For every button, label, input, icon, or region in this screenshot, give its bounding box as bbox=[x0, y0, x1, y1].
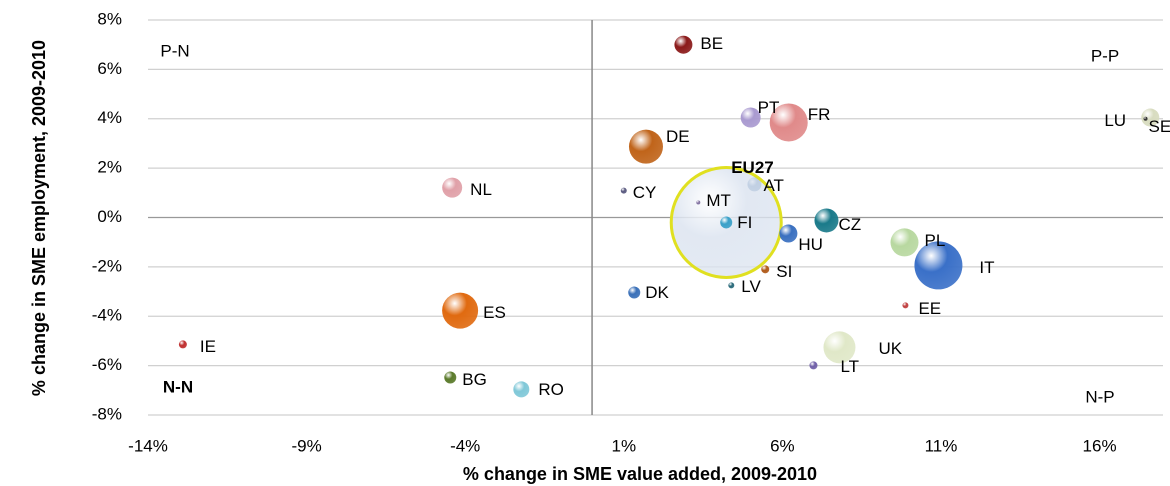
bubble bbox=[779, 224, 798, 243]
data-label: LT bbox=[840, 357, 859, 376]
data-label: CY bbox=[633, 183, 657, 202]
y-tick-label: 2% bbox=[97, 158, 122, 177]
data-label: EE bbox=[918, 299, 941, 318]
data-label: HU bbox=[798, 235, 823, 254]
x-tick-label: -9% bbox=[291, 436, 321, 455]
bubble bbox=[740, 107, 761, 128]
data-label: IT bbox=[979, 258, 994, 277]
x-tick-label: 16% bbox=[1083, 436, 1117, 455]
data-label: BG bbox=[462, 370, 487, 389]
data-label: PT bbox=[758, 98, 780, 117]
data-label: SE bbox=[1149, 117, 1170, 136]
bubble bbox=[178, 340, 187, 349]
x-tick-label: 1% bbox=[611, 436, 636, 455]
bubble bbox=[728, 282, 735, 289]
data-label: FI bbox=[737, 213, 752, 232]
data-label: UK bbox=[878, 339, 902, 358]
data-label: LV bbox=[741, 277, 761, 296]
data-label: DK bbox=[645, 283, 669, 302]
bubble bbox=[1143, 116, 1148, 121]
data-label: ES bbox=[483, 303, 506, 322]
data-label: NL bbox=[470, 180, 492, 199]
bubble bbox=[444, 371, 457, 384]
quadrant-label: N-N bbox=[163, 377, 193, 396]
bubble bbox=[442, 292, 479, 329]
x-tick-label: -4% bbox=[450, 436, 480, 455]
bubble bbox=[696, 200, 701, 205]
bubble bbox=[442, 177, 463, 198]
data-label: RO bbox=[538, 380, 564, 399]
quadrant-label: P-P bbox=[1091, 46, 1119, 65]
quadrant-label: N-P bbox=[1085, 387, 1114, 406]
bubble bbox=[1141, 108, 1160, 127]
bubble bbox=[814, 208, 839, 233]
bubble bbox=[720, 216, 733, 229]
quadrant-label: P-N bbox=[160, 41, 189, 60]
data-label: FR bbox=[808, 105, 831, 124]
data-label: PL bbox=[924, 231, 945, 250]
data-label: DE bbox=[666, 127, 690, 146]
y-tick-label: -2% bbox=[92, 256, 122, 275]
x-axis-label: % change in SME value added, 2009-2010 bbox=[463, 464, 817, 484]
data-label: LU bbox=[1104, 111, 1126, 130]
y-axis-label: % change in SME employment, 2009-2010 bbox=[29, 40, 49, 396]
data-label: AT bbox=[763, 176, 783, 195]
y-tick-label: -4% bbox=[92, 306, 122, 325]
bubble bbox=[902, 302, 909, 309]
bubble bbox=[890, 228, 919, 257]
x-tick-label: 6% bbox=[770, 436, 795, 455]
data-label: IE bbox=[200, 337, 216, 356]
x-tick-label: 11% bbox=[925, 436, 958, 455]
data-label: CZ bbox=[838, 215, 861, 234]
bubble bbox=[628, 129, 663, 164]
bubble bbox=[769, 103, 808, 142]
y-tick-label: -6% bbox=[92, 355, 122, 374]
y-tick-label: 0% bbox=[97, 207, 122, 226]
y-tick-label: 8% bbox=[97, 9, 122, 28]
data-label: SI bbox=[776, 262, 792, 281]
x-tick-label: -14% bbox=[128, 436, 168, 455]
bubble bbox=[620, 187, 627, 194]
y-tick-label: -8% bbox=[92, 404, 122, 423]
data-label: EU27 bbox=[731, 158, 774, 177]
y-tick-label: 4% bbox=[97, 108, 122, 127]
data-label: BE bbox=[700, 34, 723, 53]
data-label: MT bbox=[706, 191, 731, 210]
bubble bbox=[914, 241, 963, 290]
bubble bbox=[628, 286, 641, 299]
bubble bbox=[809, 361, 818, 370]
bubble bbox=[823, 331, 856, 364]
y-tick-label: 6% bbox=[97, 59, 122, 78]
bubble bbox=[761, 265, 770, 274]
bubble bbox=[513, 381, 530, 398]
bubble bbox=[674, 35, 693, 54]
